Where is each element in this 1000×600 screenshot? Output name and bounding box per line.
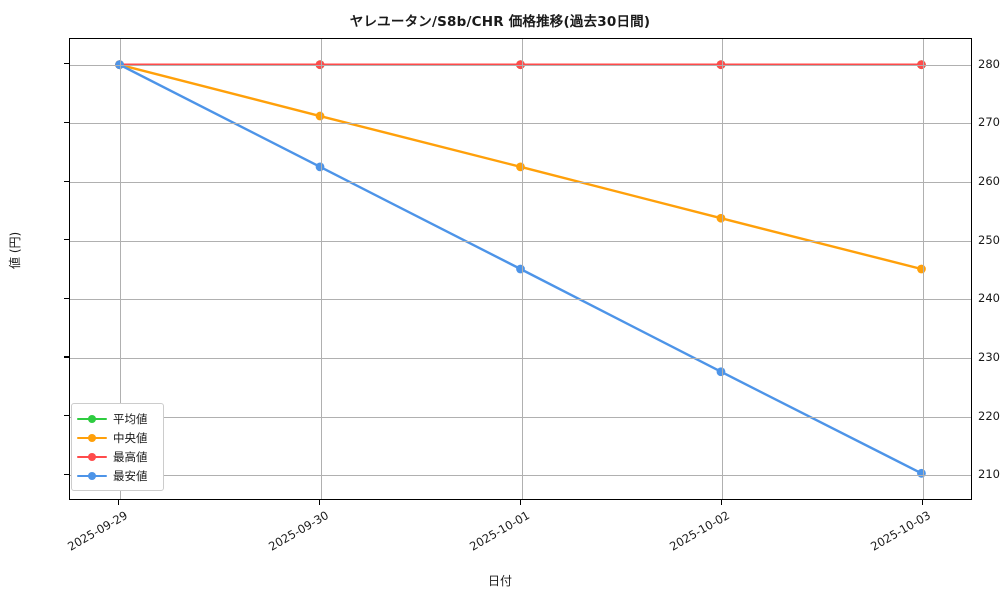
x-axis-tick-label: 2025-10-01 bbox=[466, 508, 532, 554]
series-data-point bbox=[716, 213, 726, 223]
legend-item[interactable]: 中央値 bbox=[77, 428, 157, 447]
series-data-point bbox=[917, 264, 926, 274]
x-axis-label: 日付 bbox=[487, 574, 512, 588]
y-axis-tick bbox=[64, 356, 69, 358]
y-axis-tick-label: 280 bbox=[978, 56, 1000, 71]
y-axis-tick bbox=[64, 415, 69, 417]
legend-item-label: 最安値 bbox=[113, 468, 148, 483]
x-gridline bbox=[722, 39, 724, 499]
x-gridline bbox=[320, 39, 322, 499]
chart-title: ヤレユータン/S8b/CHR 価格推移(過去30日間) bbox=[349, 14, 651, 30]
series-data-point bbox=[716, 367, 726, 377]
x-axis-tick-label: 2025-09-29 bbox=[64, 508, 130, 554]
y-axis-tick-label: 220 bbox=[978, 408, 1000, 423]
chart-legend: 平均値中央値最高値最安値 bbox=[71, 403, 164, 491]
x-gridline bbox=[923, 39, 925, 499]
y-axis-tick bbox=[64, 180, 69, 182]
series-data-point bbox=[516, 162, 525, 172]
x-axis-tick-label: 2025-09-30 bbox=[265, 508, 331, 554]
series-data-point bbox=[115, 60, 124, 70]
series-data-point bbox=[516, 60, 525, 70]
y-axis-tick bbox=[64, 239, 69, 241]
y-axis-tick-label: 230 bbox=[978, 349, 1000, 364]
y-gridline bbox=[70, 299, 971, 301]
legend-item[interactable]: 最安値 bbox=[77, 466, 157, 485]
legend-marker-icon bbox=[77, 451, 107, 463]
y-gridline bbox=[70, 64, 971, 66]
x-axis-tick bbox=[118, 500, 120, 505]
series-lines-layer bbox=[115, 60, 926, 478]
y-axis-tick-label: 210 bbox=[978, 467, 1000, 482]
y-axis-label: 値 (円) bbox=[8, 231, 22, 269]
legend-item-label: 平均値 bbox=[113, 411, 148, 426]
x-gridline bbox=[521, 39, 523, 499]
x-axis-tick bbox=[921, 500, 923, 505]
x-axis-tick bbox=[319, 500, 321, 505]
y-gridline bbox=[70, 240, 971, 242]
y-gridline bbox=[70, 357, 971, 359]
y-gridline bbox=[70, 182, 971, 184]
y-axis-tick bbox=[64, 297, 69, 299]
x-axis-tick-label: 2025-10-02 bbox=[667, 508, 733, 554]
plot-area bbox=[69, 38, 972, 500]
y-axis-tick bbox=[64, 473, 69, 475]
y-axis-tick bbox=[64, 63, 69, 65]
legend-marker-icon bbox=[77, 413, 107, 425]
series-data-point bbox=[315, 111, 325, 121]
legend-item-label: 最高値 bbox=[113, 449, 148, 464]
legend-marker-icon bbox=[77, 470, 107, 482]
x-gridline bbox=[119, 39, 121, 499]
series-data-point bbox=[917, 468, 926, 478]
y-axis-tick-label: 250 bbox=[978, 232, 1000, 247]
x-axis-tick bbox=[520, 500, 522, 505]
y-axis-tick-label: 270 bbox=[978, 115, 1000, 130]
series-data-point bbox=[516, 264, 525, 274]
y-gridline bbox=[70, 416, 971, 418]
y-axis-tick-label: 240 bbox=[978, 291, 1000, 306]
y-axis-tick bbox=[64, 121, 69, 124]
legend-marker-icon bbox=[77, 432, 107, 444]
x-axis-tick bbox=[720, 500, 722, 505]
x-axis-tick-label: 2025-10-03 bbox=[868, 508, 934, 554]
y-gridline bbox=[70, 475, 971, 477]
legend-item-label: 中央値 bbox=[113, 430, 148, 445]
y-gridline bbox=[70, 123, 971, 125]
series-data-point bbox=[315, 162, 325, 172]
legend-item[interactable]: 最高値 bbox=[77, 447, 157, 466]
legend-item[interactable]: 平均値 bbox=[77, 409, 157, 428]
y-axis-tick-label: 260 bbox=[978, 174, 1000, 189]
series-data-point bbox=[315, 60, 325, 70]
